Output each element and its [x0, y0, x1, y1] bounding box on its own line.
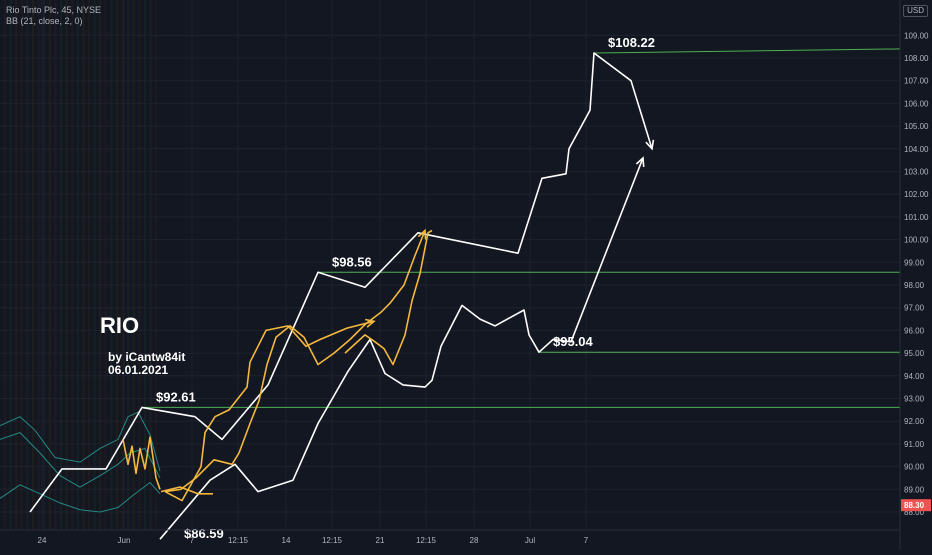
time-tick-label: 14 — [282, 536, 291, 545]
background-stripe — [20, 0, 23, 530]
price-tick-label: 92.00 — [904, 417, 925, 426]
projection-path — [344, 229, 433, 366]
price-tick-label: 104.00 — [904, 145, 929, 154]
arrow-head — [645, 139, 655, 151]
price-tick-label: 100.00 — [904, 236, 929, 245]
price-tick-label: 98.00 — [904, 281, 925, 290]
currency-selector[interactable]: USD — [903, 5, 928, 17]
price-tick-label: 94.00 — [904, 372, 925, 381]
price-tick-label: 97.00 — [904, 304, 925, 313]
publish-date: 06.01.2021 — [108, 363, 168, 377]
price-tick-label: 96.00 — [904, 326, 925, 335]
last-price-label: 88.30 — [904, 501, 925, 510]
background-stripe — [99, 0, 102, 530]
background-stripe — [76, 0, 79, 530]
time-tick-label: Jul — [525, 536, 535, 545]
projection-path — [122, 436, 161, 490]
background-stripe — [127, 0, 130, 530]
last-price-marker — [901, 499, 931, 512]
background-stripes — [4, 0, 158, 530]
support-resistance-levels — [142, 48, 901, 408]
price-tick-label: 95.00 — [904, 349, 925, 358]
bollinger-bands — [0, 411, 161, 513]
background-stripe — [149, 0, 152, 530]
time-tick-label: 21 — [376, 536, 385, 545]
projection-path — [160, 486, 213, 495]
background-stripe — [26, 0, 29, 530]
price-tick-label: 99.00 — [904, 258, 925, 267]
background-stripe — [121, 0, 124, 530]
bollinger-basis — [0, 432, 161, 488]
background-stripe — [4, 0, 6, 530]
background-stripe — [65, 0, 68, 530]
bollinger-upper — [0, 411, 161, 472]
bollinger-lower — [0, 481, 161, 513]
price-tick-label: 103.00 — [904, 168, 929, 177]
price-tick-label: 101.00 — [904, 213, 929, 222]
price-tick-label: 108.00 — [904, 54, 929, 63]
price-tick-label: 88.00 — [904, 508, 925, 517]
background-stripe — [71, 0, 74, 530]
level-price-label: $98.56 — [332, 254, 372, 269]
background-stripe — [43, 0, 46, 530]
background-stripe — [144, 0, 146, 530]
price-tick-label: 109.00 — [904, 31, 929, 40]
projection-path — [164, 230, 426, 493]
projection-paths — [29, 52, 655, 540]
price-tick-label: 106.00 — [904, 99, 929, 108]
time-tick-label: Jun — [118, 536, 131, 545]
projection-path — [29, 52, 653, 513]
background-stripe — [32, 0, 34, 530]
background-stripe — [37, 0, 40, 530]
price-tick-label: 105.00 — [904, 122, 929, 131]
time-tick-label: 24 — [38, 536, 47, 545]
author-name: by iCantw84it — [108, 350, 185, 364]
projection-path — [164, 320, 375, 502]
background-stripe — [132, 0, 135, 530]
background-stripe — [116, 0, 118, 530]
level-labels: $108.22$98.56$95.04$92.61$86.59 — [156, 35, 655, 541]
level-price-label: $92.61 — [156, 389, 196, 404]
background-stripe — [82, 0, 85, 530]
price-axis: 88.00 89.00 90.00 91.00 92.00 93.00 94.00 95.00… — [899, 0, 931, 550]
ticker-title: RIO — [100, 313, 139, 338]
background-stripe — [48, 0, 51, 530]
indicator-legend[interactable]: BB (21, close, 2, 0) — [6, 16, 83, 26]
time-tick-label: 12:15 — [322, 536, 343, 545]
arrow-head — [417, 228, 427, 240]
background-stripe — [60, 0, 62, 530]
background-stripe — [88, 0, 90, 530]
background-stripe — [15, 0, 18, 530]
time-tick-label: 12:15 — [416, 536, 437, 545]
time-tick-label: 7 — [190, 536, 195, 545]
arrow-head — [635, 156, 645, 167]
time-axis: 24 Jun 7 12:15 14 12:15 21 12:15 28 Jul 7 — [0, 529, 900, 545]
price-tick-label: 107.00 — [904, 77, 929, 86]
symbol-legend[interactable]: Rio Tinto Plc, 45, NYSE — [6, 5, 102, 15]
time-tick-label: 12:15 — [228, 536, 249, 545]
background-stripe — [155, 0, 158, 530]
price-tick-label: 89.00 — [904, 485, 925, 494]
time-tick-label: 7 — [584, 536, 589, 545]
price-tick-label: 93.00 — [904, 395, 925, 404]
background-stripe — [138, 0, 141, 530]
background-stripe — [104, 0, 107, 530]
projection-path — [159, 157, 644, 540]
background-stripe — [9, 0, 12, 530]
level-price-label: $95.04 — [553, 334, 594, 349]
level-price-label: $108.22 — [608, 35, 655, 50]
price-tick-label: 90.00 — [904, 463, 925, 472]
level-line — [593, 48, 901, 54]
time-tick-label: 28 — [470, 536, 479, 545]
background-stripe — [54, 0, 57, 530]
grid-lines — [0, 0, 900, 530]
price-tick-label: 91.00 — [904, 440, 925, 449]
background-stripe — [93, 0, 96, 530]
arrow-head — [365, 318, 376, 328]
background-stripe — [110, 0, 113, 530]
price-tick-label: 102.00 — [904, 190, 929, 199]
